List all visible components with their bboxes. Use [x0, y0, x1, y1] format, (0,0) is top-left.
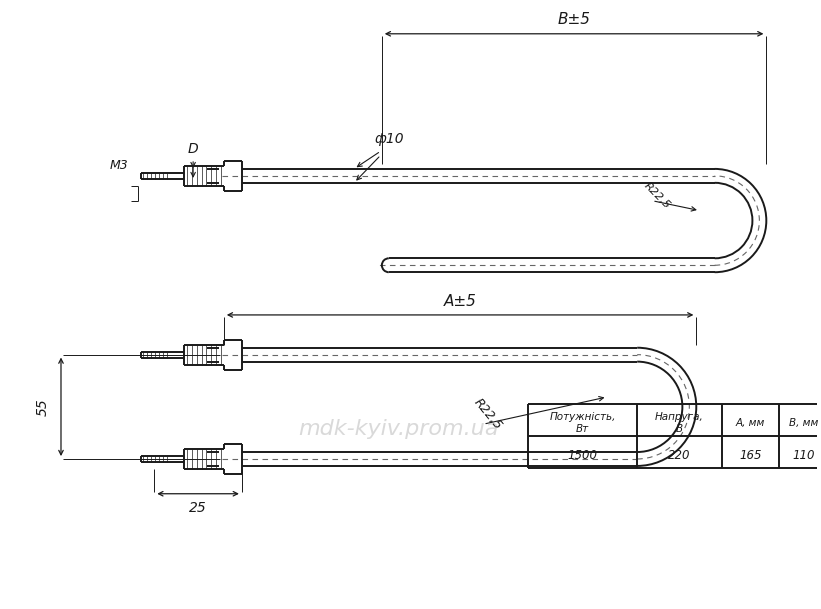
Text: R22,5: R22,5: [642, 181, 672, 211]
Text: B±5: B±5: [557, 12, 590, 27]
Text: M3: M3: [109, 160, 128, 172]
Text: A±5: A±5: [443, 294, 476, 309]
Text: Потужність,
Вт: Потужність, Вт: [549, 412, 616, 434]
Text: 165: 165: [739, 448, 762, 462]
Text: D: D: [188, 142, 199, 156]
Text: ф10: ф10: [374, 132, 404, 146]
Text: В, мм: В, мм: [789, 418, 819, 428]
Text: mdk-kyiv.prom.ua: mdk-kyiv.prom.ua: [299, 419, 499, 439]
Text: Напруга,
В: Напруга, В: [655, 412, 704, 434]
Text: 1500: 1500: [567, 448, 598, 462]
Text: 110: 110: [793, 448, 815, 462]
Text: 25: 25: [189, 501, 207, 515]
Text: А, мм: А, мм: [736, 418, 765, 428]
Text: 55: 55: [36, 398, 50, 416]
Text: R22,5: R22,5: [471, 396, 505, 432]
Text: 220: 220: [668, 448, 690, 462]
